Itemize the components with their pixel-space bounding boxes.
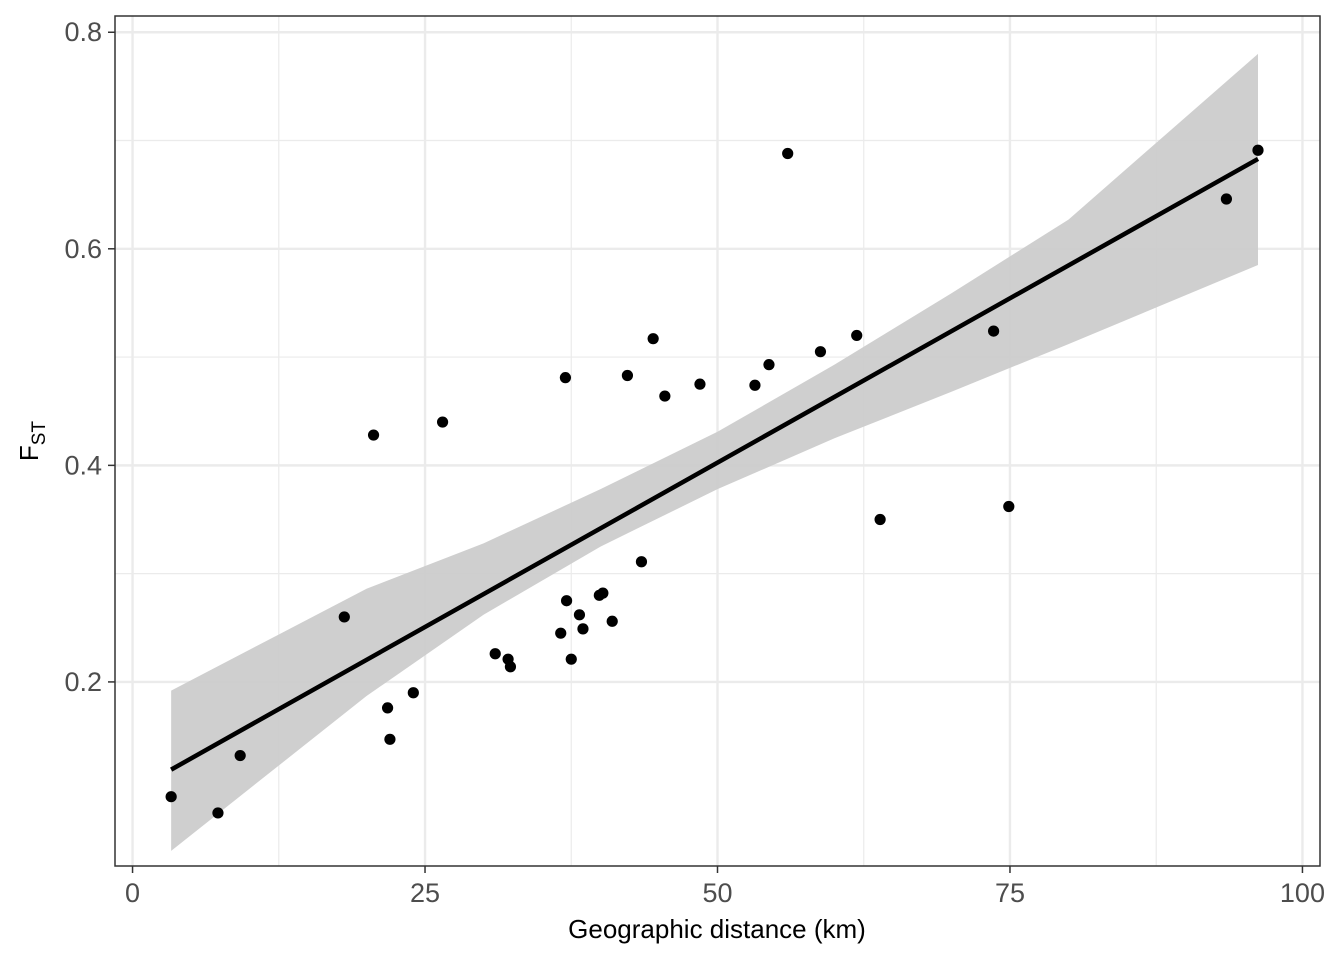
- data-point: [338, 611, 350, 623]
- confidence-band: [171, 53, 1258, 851]
- y-axis-title-main: F: [14, 445, 44, 461]
- data-point: [1003, 500, 1015, 513]
- x-tick-label: 75: [995, 878, 1025, 908]
- x-tick-label: 25: [410, 878, 440, 908]
- y-axis-title: FST: [14, 421, 50, 462]
- data-point: [606, 615, 618, 627]
- data-point: [1220, 193, 1233, 205]
- data-point: [694, 378, 706, 390]
- x-axis-title: Geographic distance (km): [568, 914, 866, 944]
- data-point: [621, 369, 634, 382]
- data-point: [559, 372, 572, 384]
- data-point: [1252, 144, 1264, 156]
- data-point: [814, 346, 827, 358]
- data-point: [381, 702, 394, 714]
- confidence-band-layer: [171, 53, 1258, 851]
- x-tick-label: 50: [702, 878, 732, 908]
- data-point: [749, 379, 761, 391]
- x-tick-label: 0: [125, 878, 140, 908]
- data-point: [436, 416, 449, 428]
- data-point: [565, 653, 577, 665]
- regression-line: [170, 156, 1260, 772]
- data-point: [489, 648, 501, 660]
- y-tick-label: 0.8: [64, 17, 102, 47]
- y-axis-title-subscript: ST: [29, 421, 50, 446]
- data-point: [555, 627, 567, 639]
- data-point: [212, 807, 224, 819]
- data-point: [851, 329, 863, 342]
- data-point: [234, 749, 246, 762]
- y-tick-label: 0.4: [64, 450, 102, 480]
- fit-line-layer: [170, 156, 1260, 772]
- data-point: [659, 390, 671, 402]
- axis-ticks: 0 25 50 75 100 0.2 0.4 0.6 0.8: [64, 17, 1325, 908]
- data-points: [165, 144, 1264, 819]
- data-point: [165, 791, 177, 803]
- y-tick-label: 0.2: [64, 667, 102, 697]
- data-point: [577, 623, 589, 635]
- data-point: [504, 661, 517, 673]
- data-point: [763, 359, 775, 371]
- data-point: [573, 609, 586, 621]
- data-point: [987, 325, 1000, 337]
- y-tick-label: 0.6: [64, 234, 102, 264]
- data-point: [560, 595, 573, 607]
- data-point: [407, 687, 419, 699]
- data-point: [597, 587, 609, 599]
- data-point: [384, 733, 396, 745]
- data-point: [367, 429, 380, 441]
- data-point: [782, 147, 794, 160]
- x-tick-label: 100: [1280, 878, 1325, 908]
- data-point: [874, 513, 886, 526]
- data-point: [647, 333, 659, 345]
- data-point: [635, 556, 648, 568]
